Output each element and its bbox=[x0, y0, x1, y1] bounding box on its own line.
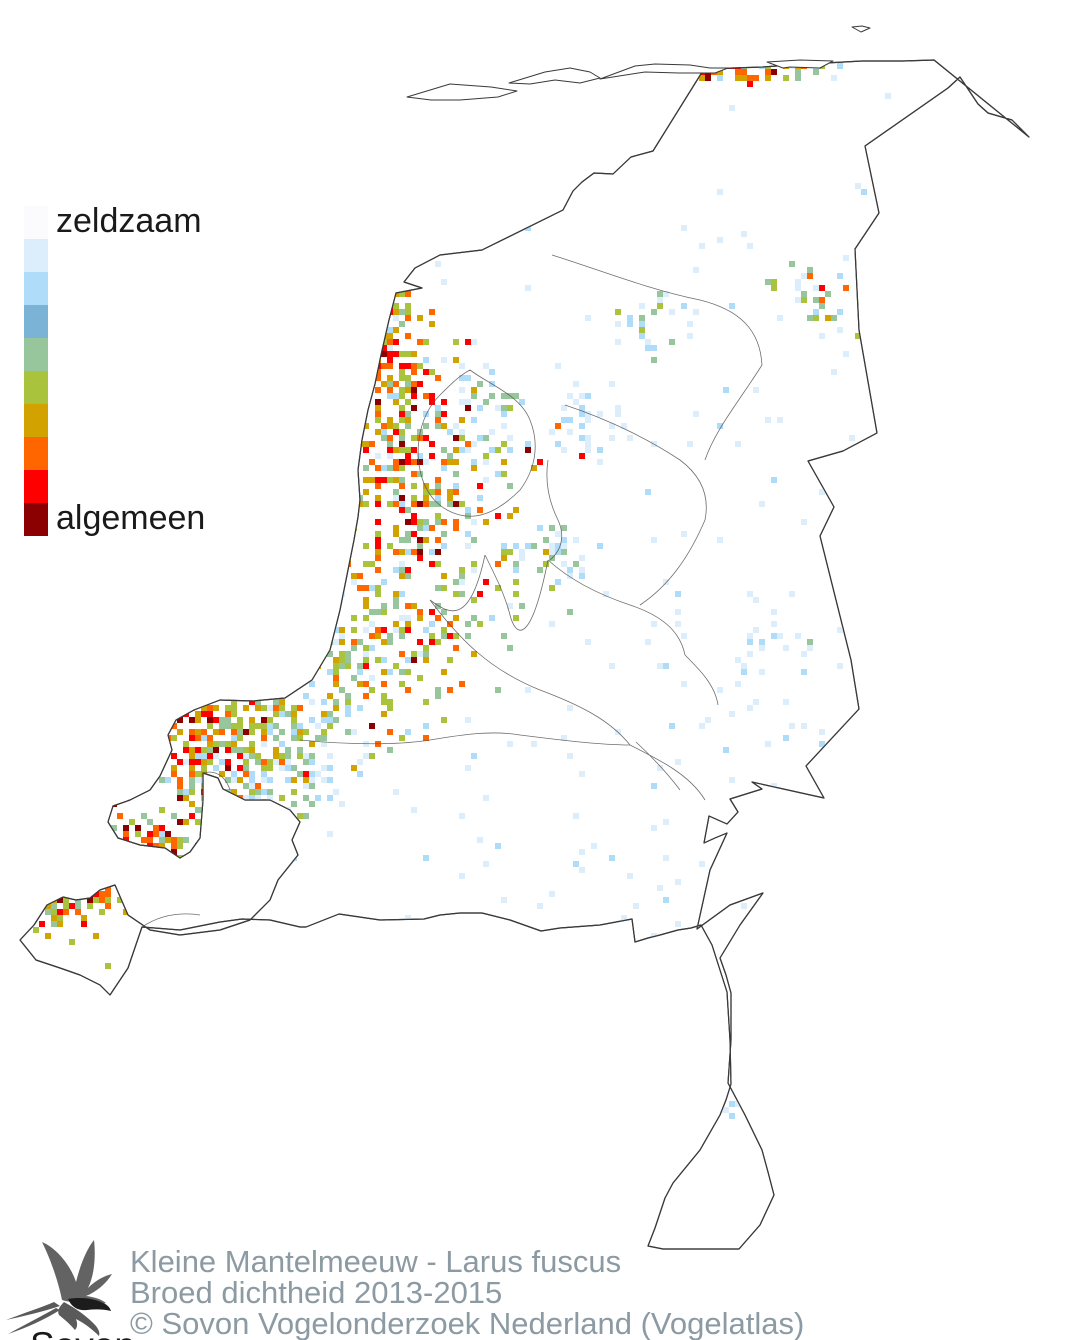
svg-text:algemeen: algemeen bbox=[56, 499, 205, 537]
svg-text:© Sovon Vogelonderzoek Nederla: © Sovon Vogelonderzoek Nederland (Vogela… bbox=[130, 1306, 804, 1340]
svg-text:Sovon: Sovon bbox=[30, 1325, 135, 1340]
svg-text:Kleine Mantelmeeuw - Larus fus: Kleine Mantelmeeuw - Larus fuscus bbox=[130, 1244, 621, 1279]
svg-text:Broed dichtheid 2013-2015: Broed dichtheid 2013-2015 bbox=[130, 1275, 502, 1310]
svg-text:zeldzaam: zeldzaam bbox=[56, 202, 202, 240]
